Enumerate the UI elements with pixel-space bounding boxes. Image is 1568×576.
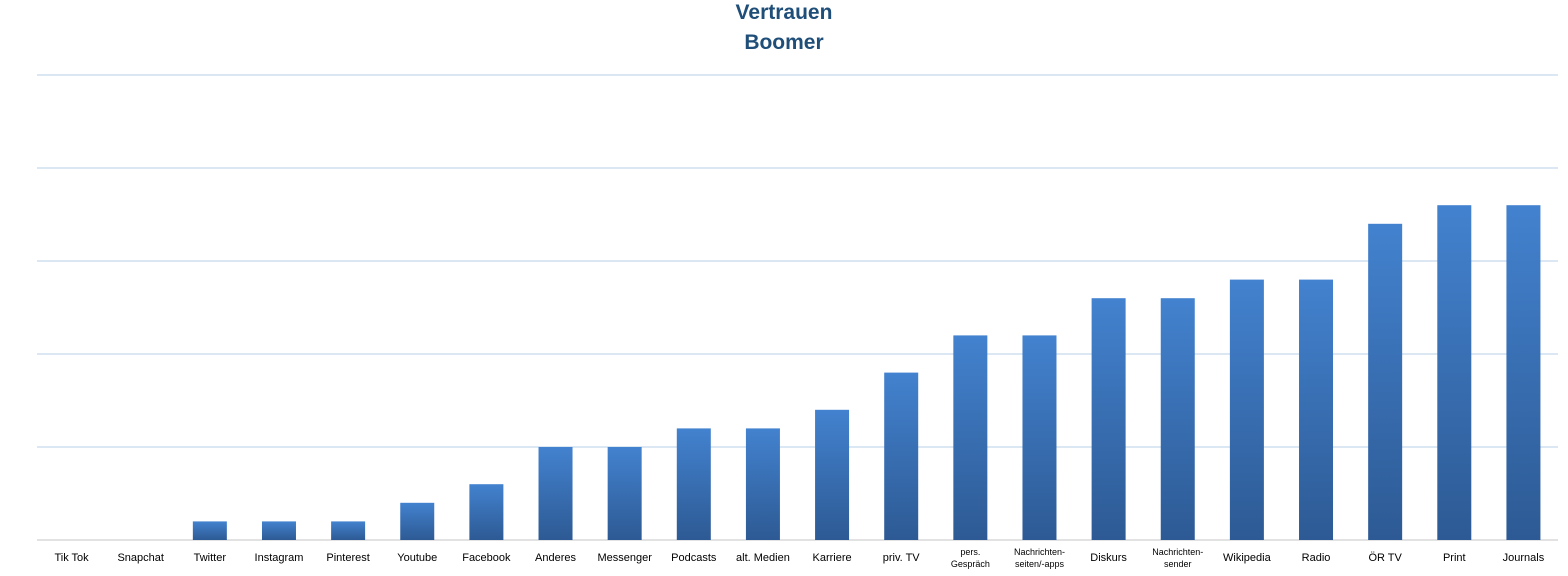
bar [607,447,642,540]
bar [1299,279,1334,540]
x-tick-label: Messenger [597,552,652,564]
x-tick-label: Snapchat [117,552,163,564]
bar [538,447,573,540]
bar [261,521,296,540]
x-tick-label: Podcasts [671,552,717,564]
x-tick-label: Diskurs [1090,552,1127,564]
bar [676,428,711,540]
bar [745,428,780,540]
x-tick-label: Wikipedia [1223,552,1272,564]
bar [884,372,919,540]
bar [331,521,366,540]
bars [192,205,1541,541]
bar [1506,205,1541,540]
x-tick-label: Nachrichten-sender [1152,547,1203,569]
x-tick-label: Twitter [194,552,227,564]
x-tick-label: ÖR TV [1368,552,1402,564]
bar [1368,223,1403,541]
chart-title: Vertrauen [735,1,833,24]
bar [1022,335,1057,540]
x-tick-label: priv. TV [883,552,921,564]
bar [1229,279,1264,540]
chart-subtitle: Boomer [744,31,824,54]
x-tick-label: pers. Gespräch [951,547,990,569]
x-tick-label: Karriere [813,552,852,564]
bar [1091,298,1126,540]
bar [469,484,504,540]
x-tick-label: Tik Tok [54,552,89,564]
x-tick-label: Anderes [535,552,576,564]
x-tick-label: Instagram [255,552,304,564]
x-tick-label: Journals [1503,552,1545,564]
bar [400,502,435,540]
x-tick-label: alt. Medien [736,552,790,564]
bar [1160,298,1195,540]
x-tick-label: Facebook [462,552,511,564]
x-tick-label: Radio [1302,552,1331,564]
bar [1437,205,1472,540]
bar [815,409,850,540]
x-tick-label: Nachrichten-seiten/-apps [1014,547,1065,569]
x-tick-labels: Tik Tok Snapchat Twitter Instagram Pinterest… [54,547,1544,569]
x-tick-label: Youtube [397,552,437,564]
bar [192,521,227,540]
bar [953,335,988,540]
x-tick-label: Print [1443,552,1466,564]
x-tick-label: Pinterest [326,552,369,564]
